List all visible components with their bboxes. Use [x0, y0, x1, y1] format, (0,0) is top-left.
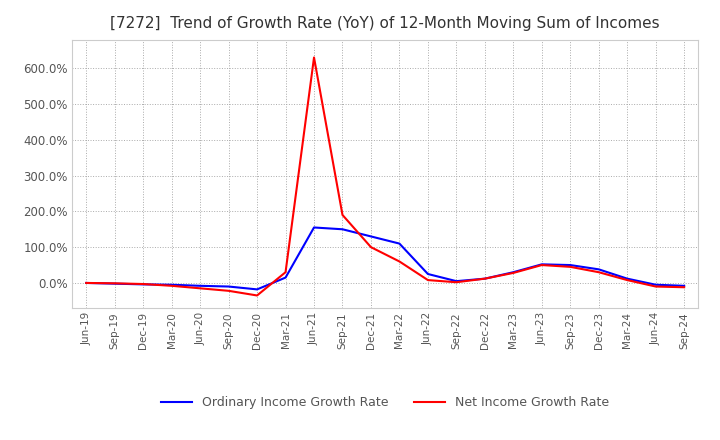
Net Income Growth Rate	[82, 280, 91, 286]
Net Income Growth Rate	[366, 245, 375, 250]
Ordinary Income Growth Rate	[225, 284, 233, 289]
Ordinary Income Growth Rate	[566, 262, 575, 268]
Ordinary Income Growth Rate	[509, 270, 518, 275]
Ordinary Income Growth Rate	[253, 287, 261, 292]
Legend: Ordinary Income Growth Rate, Net Income Growth Rate: Ordinary Income Growth Rate, Net Income …	[156, 392, 614, 414]
Ordinary Income Growth Rate	[423, 271, 432, 277]
Title: [7272]  Trend of Growth Rate (YoY) of 12-Month Moving Sum of Incomes: [7272] Trend of Growth Rate (YoY) of 12-…	[110, 16, 660, 32]
Net Income Growth Rate	[338, 213, 347, 218]
Net Income Growth Rate	[253, 293, 261, 298]
Net Income Growth Rate	[566, 264, 575, 269]
Ordinary Income Growth Rate	[338, 227, 347, 232]
Net Income Growth Rate	[225, 288, 233, 293]
Net Income Growth Rate	[509, 270, 518, 275]
Net Income Growth Rate	[167, 283, 176, 289]
Net Income Growth Rate	[680, 285, 688, 290]
Net Income Growth Rate	[282, 270, 290, 275]
Ordinary Income Growth Rate	[366, 234, 375, 239]
Net Income Growth Rate	[110, 281, 119, 286]
Ordinary Income Growth Rate	[652, 282, 660, 287]
Ordinary Income Growth Rate	[480, 276, 489, 281]
Ordinary Income Growth Rate	[139, 282, 148, 287]
Ordinary Income Growth Rate	[282, 275, 290, 280]
Ordinary Income Growth Rate	[537, 262, 546, 267]
Line: Ordinary Income Growth Rate: Ordinary Income Growth Rate	[86, 227, 684, 290]
Ordinary Income Growth Rate	[110, 281, 119, 286]
Net Income Growth Rate	[652, 284, 660, 289]
Net Income Growth Rate	[423, 278, 432, 283]
Ordinary Income Growth Rate	[196, 283, 204, 289]
Net Income Growth Rate	[395, 259, 404, 264]
Ordinary Income Growth Rate	[167, 282, 176, 287]
Ordinary Income Growth Rate	[623, 276, 631, 281]
Net Income Growth Rate	[623, 278, 631, 283]
Net Income Growth Rate	[310, 55, 318, 60]
Net Income Growth Rate	[537, 262, 546, 268]
Net Income Growth Rate	[595, 270, 603, 275]
Ordinary Income Growth Rate	[595, 267, 603, 272]
Ordinary Income Growth Rate	[310, 225, 318, 230]
Net Income Growth Rate	[452, 279, 461, 285]
Ordinary Income Growth Rate	[82, 280, 91, 286]
Line: Net Income Growth Rate: Net Income Growth Rate	[86, 58, 684, 296]
Ordinary Income Growth Rate	[395, 241, 404, 246]
Net Income Growth Rate	[196, 286, 204, 291]
Ordinary Income Growth Rate	[680, 283, 688, 289]
Net Income Growth Rate	[139, 282, 148, 287]
Net Income Growth Rate	[480, 276, 489, 281]
Ordinary Income Growth Rate	[452, 279, 461, 284]
